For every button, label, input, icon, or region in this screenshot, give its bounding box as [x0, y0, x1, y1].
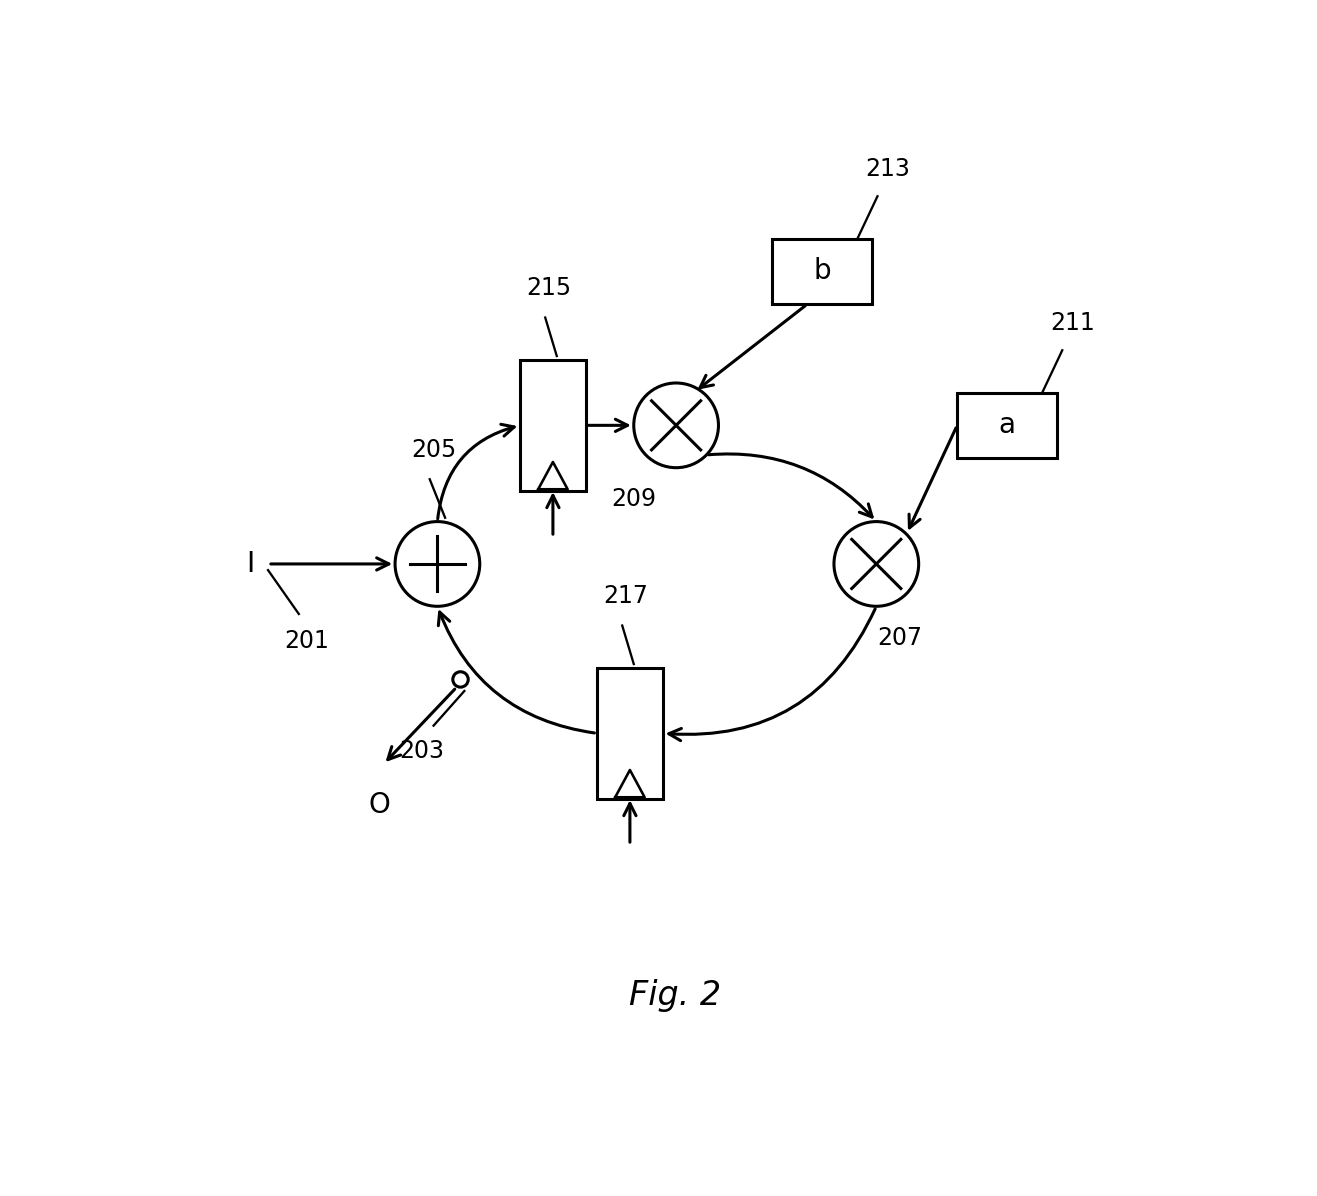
Text: 203: 203	[399, 739, 445, 763]
Text: 215: 215	[527, 276, 572, 300]
Text: 205: 205	[411, 438, 456, 462]
Circle shape	[395, 521, 479, 606]
Text: 211: 211	[1050, 311, 1094, 335]
Circle shape	[633, 383, 719, 468]
Bar	[772, 239, 872, 304]
Circle shape	[834, 521, 919, 606]
Circle shape	[453, 672, 469, 688]
Text: 209: 209	[611, 487, 656, 511]
Text: 207: 207	[877, 626, 922, 649]
Text: Fig. 2: Fig. 2	[628, 978, 720, 1012]
Text: 217: 217	[603, 584, 648, 608]
Bar	[597, 667, 662, 799]
Text: I: I	[246, 550, 254, 578]
Text: 213: 213	[865, 157, 910, 181]
Text: a: a	[998, 411, 1015, 439]
Text: 201: 201	[284, 629, 329, 653]
Text: b: b	[814, 257, 831, 286]
Bar	[520, 360, 586, 490]
Text: O: O	[369, 791, 391, 819]
Bar	[957, 392, 1058, 458]
